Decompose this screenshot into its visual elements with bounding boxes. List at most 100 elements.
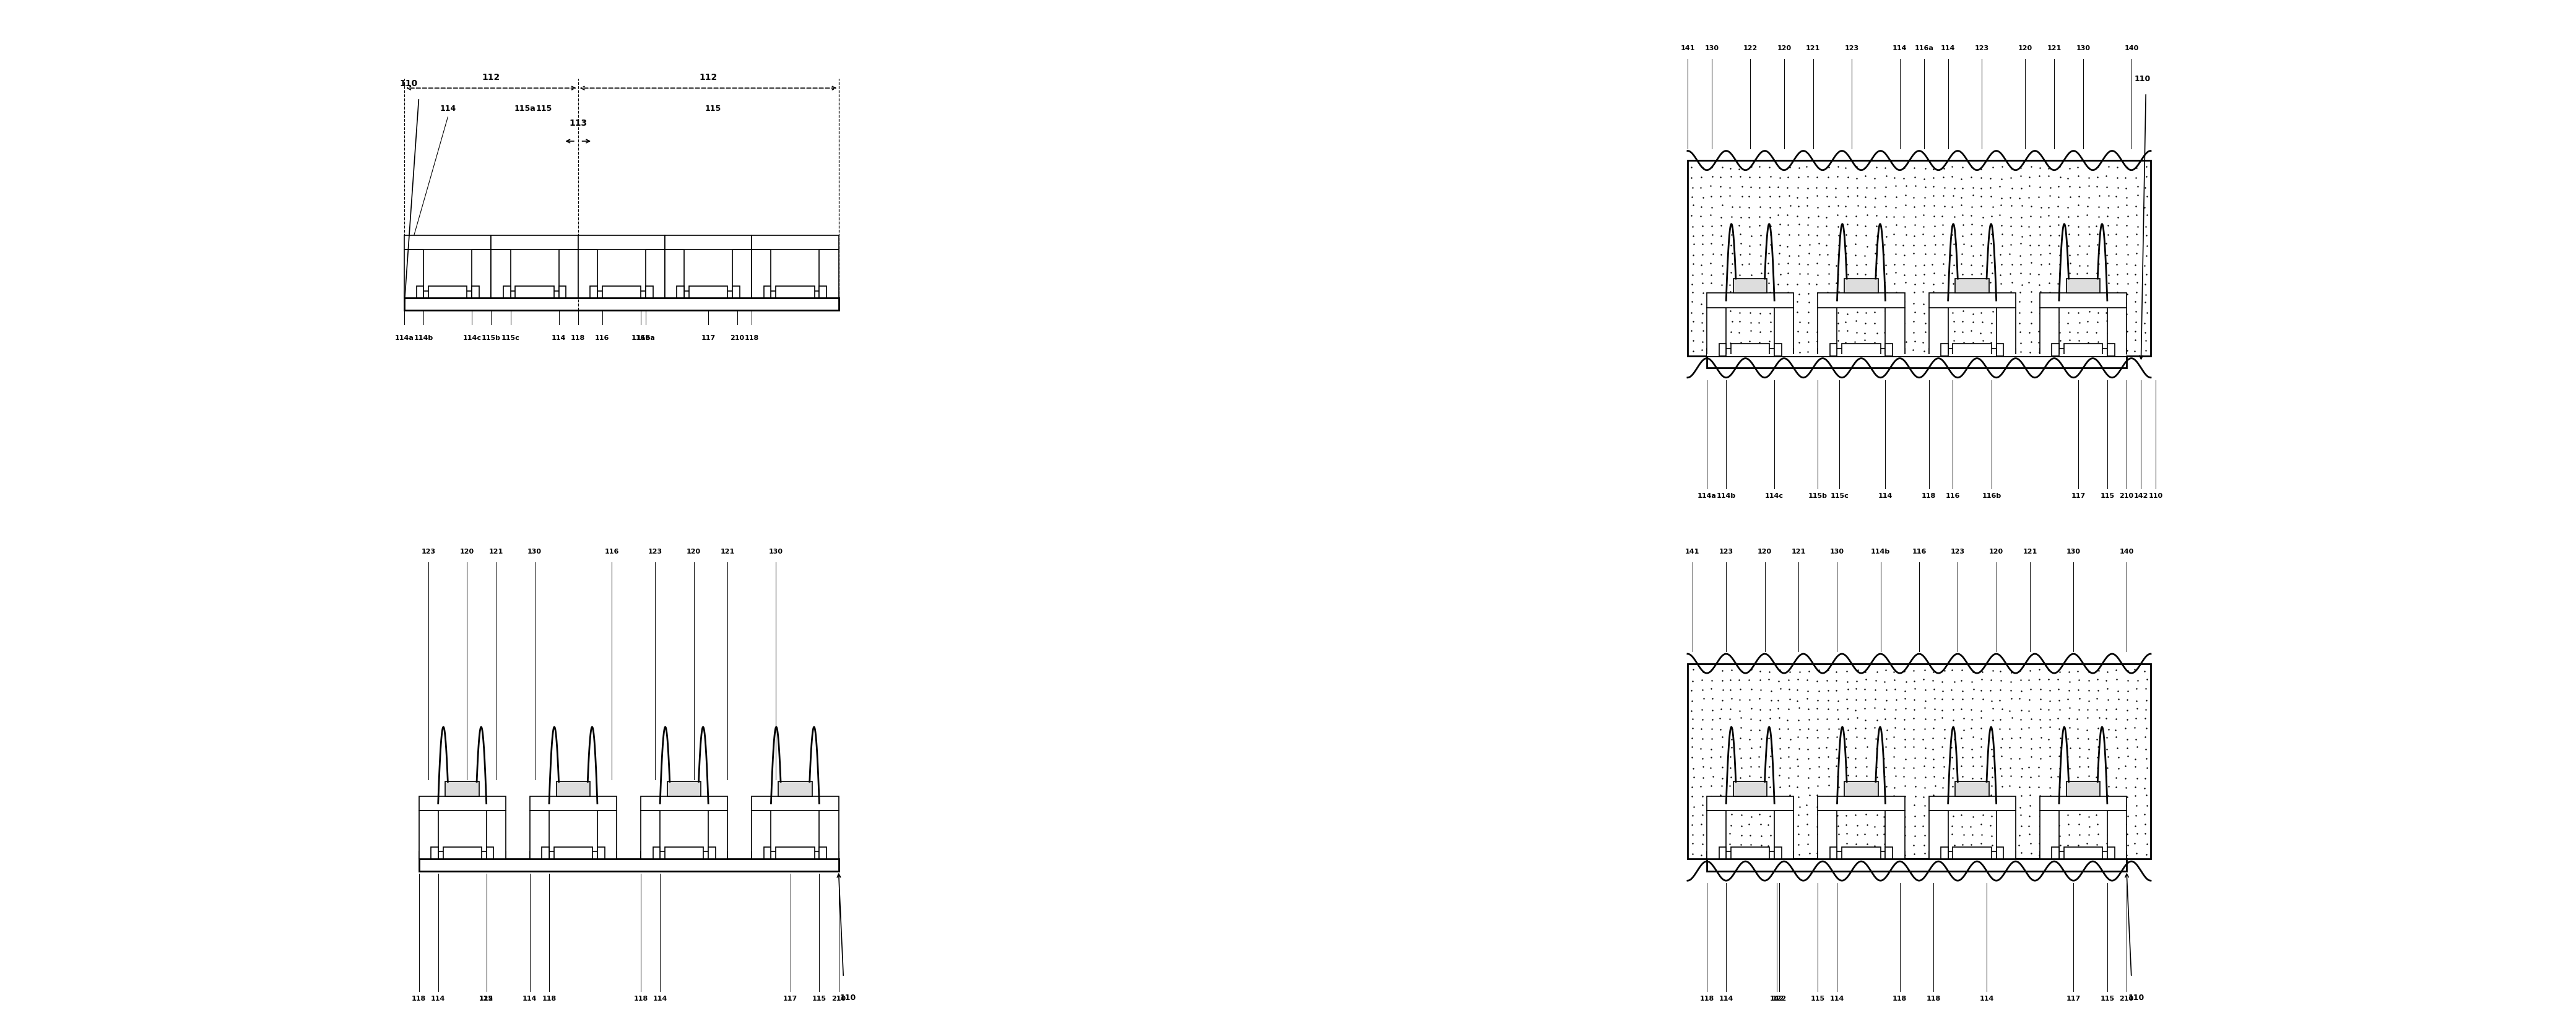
Bar: [1731, 344, 1770, 356]
Bar: [1886, 344, 1893, 356]
Text: 210: 210: [729, 334, 744, 341]
Text: 121: 121: [721, 548, 734, 554]
Bar: [1929, 796, 2014, 811]
Bar: [2053, 344, 2058, 356]
Bar: [2040, 811, 2058, 859]
Bar: [1819, 796, 1904, 811]
Text: 120: 120: [688, 548, 701, 554]
Text: 114: 114: [523, 995, 536, 1001]
Bar: [531, 796, 616, 811]
Bar: [2040, 811, 2058, 859]
Bar: [554, 847, 592, 859]
Bar: [677, 286, 685, 299]
Bar: [819, 250, 840, 299]
Text: 121: 121: [1806, 45, 1821, 51]
Bar: [1929, 349, 2014, 356]
Bar: [708, 847, 716, 859]
Bar: [1955, 279, 1989, 293]
Text: 122: 122: [479, 995, 495, 1001]
Text: 121: 121: [1790, 548, 1806, 554]
Text: 112: 112: [482, 73, 500, 81]
Bar: [559, 286, 567, 299]
Bar: [1844, 279, 1878, 293]
Text: 123: 123: [1718, 548, 1734, 554]
Bar: [598, 811, 616, 859]
Bar: [1708, 852, 1793, 859]
Bar: [641, 852, 726, 859]
Bar: [2063, 344, 2102, 356]
Bar: [775, 286, 814, 299]
Bar: [1929, 293, 2014, 308]
Bar: [1708, 355, 2128, 356]
Bar: [2040, 852, 2128, 859]
Text: 114a: 114a: [394, 334, 415, 341]
Text: 120: 120: [461, 548, 474, 554]
Bar: [1775, 811, 1793, 859]
Bar: [577, 291, 665, 299]
Bar: [590, 286, 598, 299]
Bar: [577, 236, 665, 250]
Bar: [1953, 847, 1991, 859]
Bar: [1734, 279, 1767, 293]
Bar: [665, 291, 752, 299]
Text: 116b: 116b: [1981, 492, 2002, 499]
Bar: [819, 847, 827, 859]
Bar: [1996, 811, 2014, 859]
Bar: [1955, 782, 1989, 796]
Bar: [652, 847, 659, 859]
Bar: [1829, 344, 1837, 356]
Bar: [2040, 293, 2128, 308]
Bar: [420, 811, 438, 859]
Bar: [819, 811, 840, 859]
Bar: [1996, 811, 2014, 859]
Text: 114c: 114c: [464, 334, 482, 341]
Bar: [1842, 847, 1880, 859]
Bar: [515, 286, 554, 299]
Text: 140: 140: [2120, 548, 2133, 554]
Bar: [1708, 859, 2128, 871]
Bar: [1929, 796, 2014, 811]
Text: 118: 118: [541, 995, 556, 1001]
Text: 114: 114: [1829, 995, 1844, 1001]
Bar: [1953, 847, 1991, 859]
Text: 114b: 114b: [1716, 492, 1736, 499]
Bar: [1929, 811, 1947, 859]
Text: 130: 130: [2066, 548, 2081, 554]
Bar: [603, 286, 641, 299]
Bar: [1708, 293, 1793, 308]
Text: 117: 117: [701, 334, 716, 341]
Bar: [1708, 349, 1793, 356]
Bar: [688, 286, 726, 299]
Bar: [2066, 782, 2099, 796]
Text: 110: 110: [399, 79, 417, 88]
Bar: [556, 782, 590, 796]
Bar: [2040, 852, 2128, 859]
Text: 117: 117: [2066, 995, 2081, 1001]
Text: 117: 117: [2071, 492, 2087, 499]
Bar: [1708, 796, 1793, 811]
Bar: [778, 782, 811, 796]
Bar: [1996, 308, 2014, 356]
Text: 210: 210: [2120, 995, 2133, 1001]
Bar: [1844, 279, 1878, 293]
Bar: [487, 811, 505, 859]
Text: 110: 110: [2136, 75, 2151, 83]
Bar: [1929, 852, 2014, 859]
Bar: [665, 291, 752, 299]
Bar: [1819, 308, 1837, 356]
Bar: [732, 286, 739, 299]
Bar: [1929, 308, 1947, 356]
Bar: [492, 236, 577, 250]
Bar: [765, 286, 770, 299]
Text: 130: 130: [2076, 45, 2089, 51]
Bar: [541, 847, 549, 859]
Bar: [420, 811, 438, 859]
Bar: [554, 847, 592, 859]
Bar: [1996, 847, 2004, 859]
Text: 115: 115: [536, 105, 551, 113]
Bar: [531, 852, 616, 859]
Bar: [665, 236, 752, 250]
Text: 120: 120: [1757, 548, 1772, 554]
Bar: [775, 847, 814, 859]
Text: 110: 110: [2148, 492, 2164, 499]
